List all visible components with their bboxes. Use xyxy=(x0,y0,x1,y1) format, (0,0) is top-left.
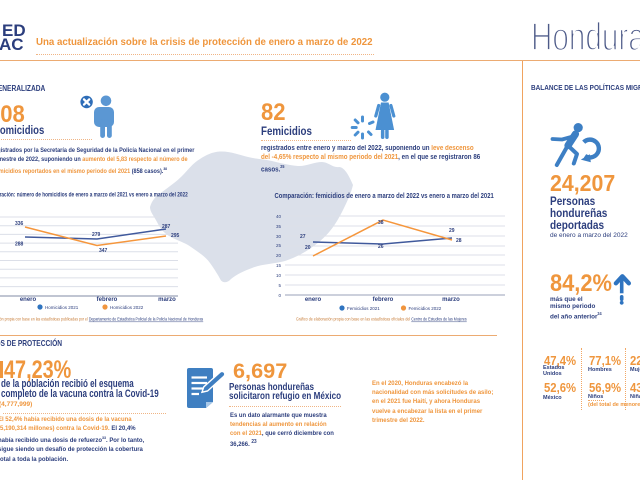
svg-text:30: 30 xyxy=(276,234,282,239)
svg-text:26: 26 xyxy=(378,244,384,250)
svg-text:boración propia con base en la: boración propia con base en las estadíst… xyxy=(0,316,203,322)
svg-text:Homicidios 2021: Homicidios 2021 xyxy=(45,305,79,310)
svg-text:40: 40 xyxy=(276,214,282,219)
svg-text:20: 20 xyxy=(305,245,311,251)
svg-text:Femicidios 2022: Femicidios 2022 xyxy=(409,306,442,311)
svg-text:5: 5 xyxy=(278,283,281,288)
svg-text:Gráfico de elaboración propia: Gráfico de elaboración propia con base e… xyxy=(296,316,467,321)
svg-text:0: 0 xyxy=(278,293,281,298)
svg-text:28: 28 xyxy=(456,238,462,244)
svg-text:Femicidios 2021: Femicidios 2021 xyxy=(347,306,380,311)
svg-text:20: 20 xyxy=(276,253,282,258)
svg-text:35: 35 xyxy=(276,224,282,229)
svg-text:enero: enero xyxy=(305,297,322,303)
svg-text:25: 25 xyxy=(276,243,282,248)
svg-text:Homicidios 2022: Homicidios 2022 xyxy=(110,305,144,310)
svg-text:15: 15 xyxy=(276,263,282,268)
svg-text:enero: enero xyxy=(20,297,37,303)
svg-text:27: 27 xyxy=(300,234,306,240)
svg-text:288: 288 xyxy=(15,242,24,248)
svg-text:10: 10 xyxy=(276,273,282,278)
svg-text:295: 295 xyxy=(171,233,180,239)
svg-text:Comparación: femicidios de ene: Comparación: femicidios de enero a marzo… xyxy=(275,192,495,200)
svg-text:Comparación: número de homicid: Comparación: número de homicidios de ene… xyxy=(0,192,188,199)
svg-text:febrero: febrero xyxy=(97,297,118,303)
svg-text:336: 336 xyxy=(15,221,24,227)
svg-text:febrero: febrero xyxy=(373,297,394,303)
svg-text:287: 287 xyxy=(162,224,171,230)
svg-text:marzo: marzo xyxy=(158,297,176,303)
svg-text:29: 29 xyxy=(449,228,455,234)
svg-text:marzo: marzo xyxy=(442,297,460,303)
svg-text:279: 279 xyxy=(92,232,101,238)
svg-text:347: 347 xyxy=(99,248,108,254)
svg-text:38: 38 xyxy=(378,220,384,226)
